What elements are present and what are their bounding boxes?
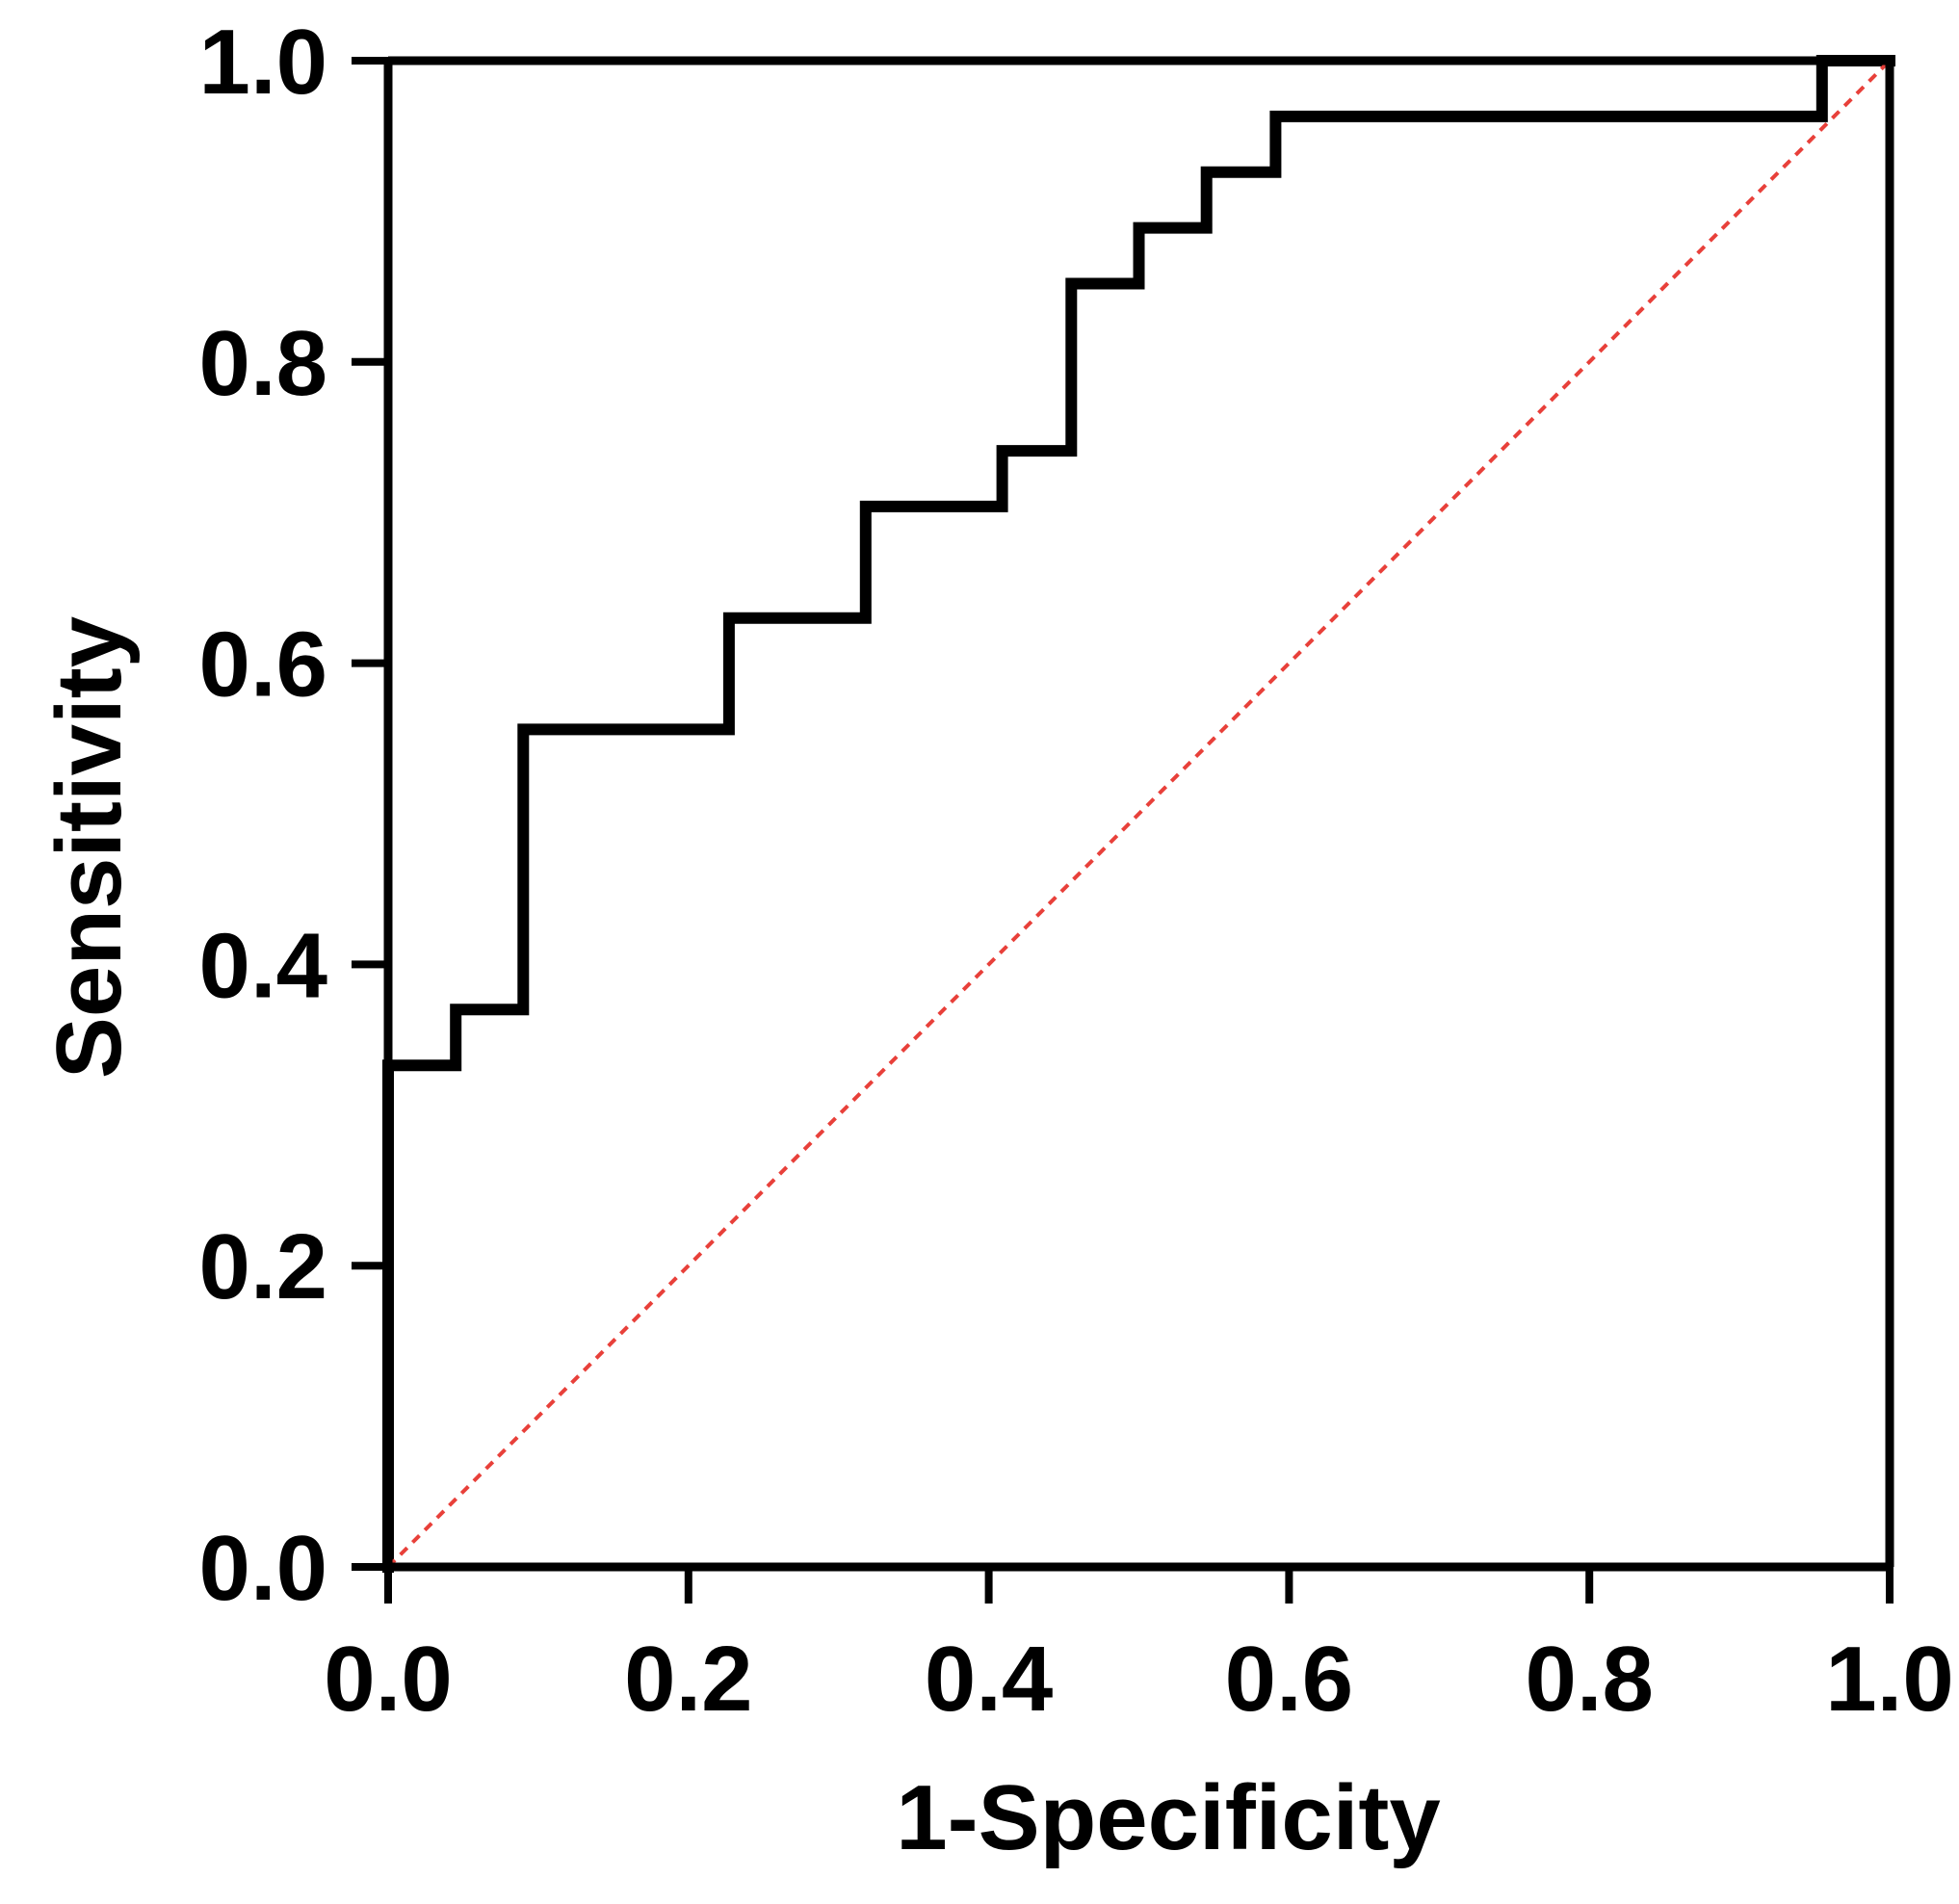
y-tick-label: 0.4 (199, 914, 327, 1017)
y-tick-label: 0.8 (199, 312, 327, 415)
x-axis-title: 1-Specificity (896, 1766, 1441, 1869)
tick-labels: 0.0 0.2 0.4 0.6 0.8 1.0 0.0 0.2 0.4 0.6 0.8 1.0 (199, 11, 1954, 1731)
x-tick-label: 0.8 (1525, 1628, 1653, 1731)
y-tick-label: 0.6 (199, 613, 327, 717)
x-tick-label: 0.2 (624, 1628, 752, 1731)
x-tick-label: 0.4 (925, 1628, 1053, 1731)
plot-area (382, 55, 1895, 1573)
roc-curve-line (382, 55, 1895, 1573)
x-tick-label: 0.0 (324, 1628, 452, 1731)
x-tick-label: 0.6 (1225, 1628, 1353, 1731)
y-tick-label: 0.0 (199, 1517, 327, 1620)
y-axis-title: Sensitivity (38, 616, 141, 1079)
y-tick-label: 1.0 (199, 11, 327, 114)
y-tick-label: 0.2 (199, 1215, 327, 1318)
reference-diagonal-line (386, 59, 1892, 1569)
x-tick-label: 1.0 (1825, 1628, 1953, 1731)
axes (352, 56, 1894, 1604)
